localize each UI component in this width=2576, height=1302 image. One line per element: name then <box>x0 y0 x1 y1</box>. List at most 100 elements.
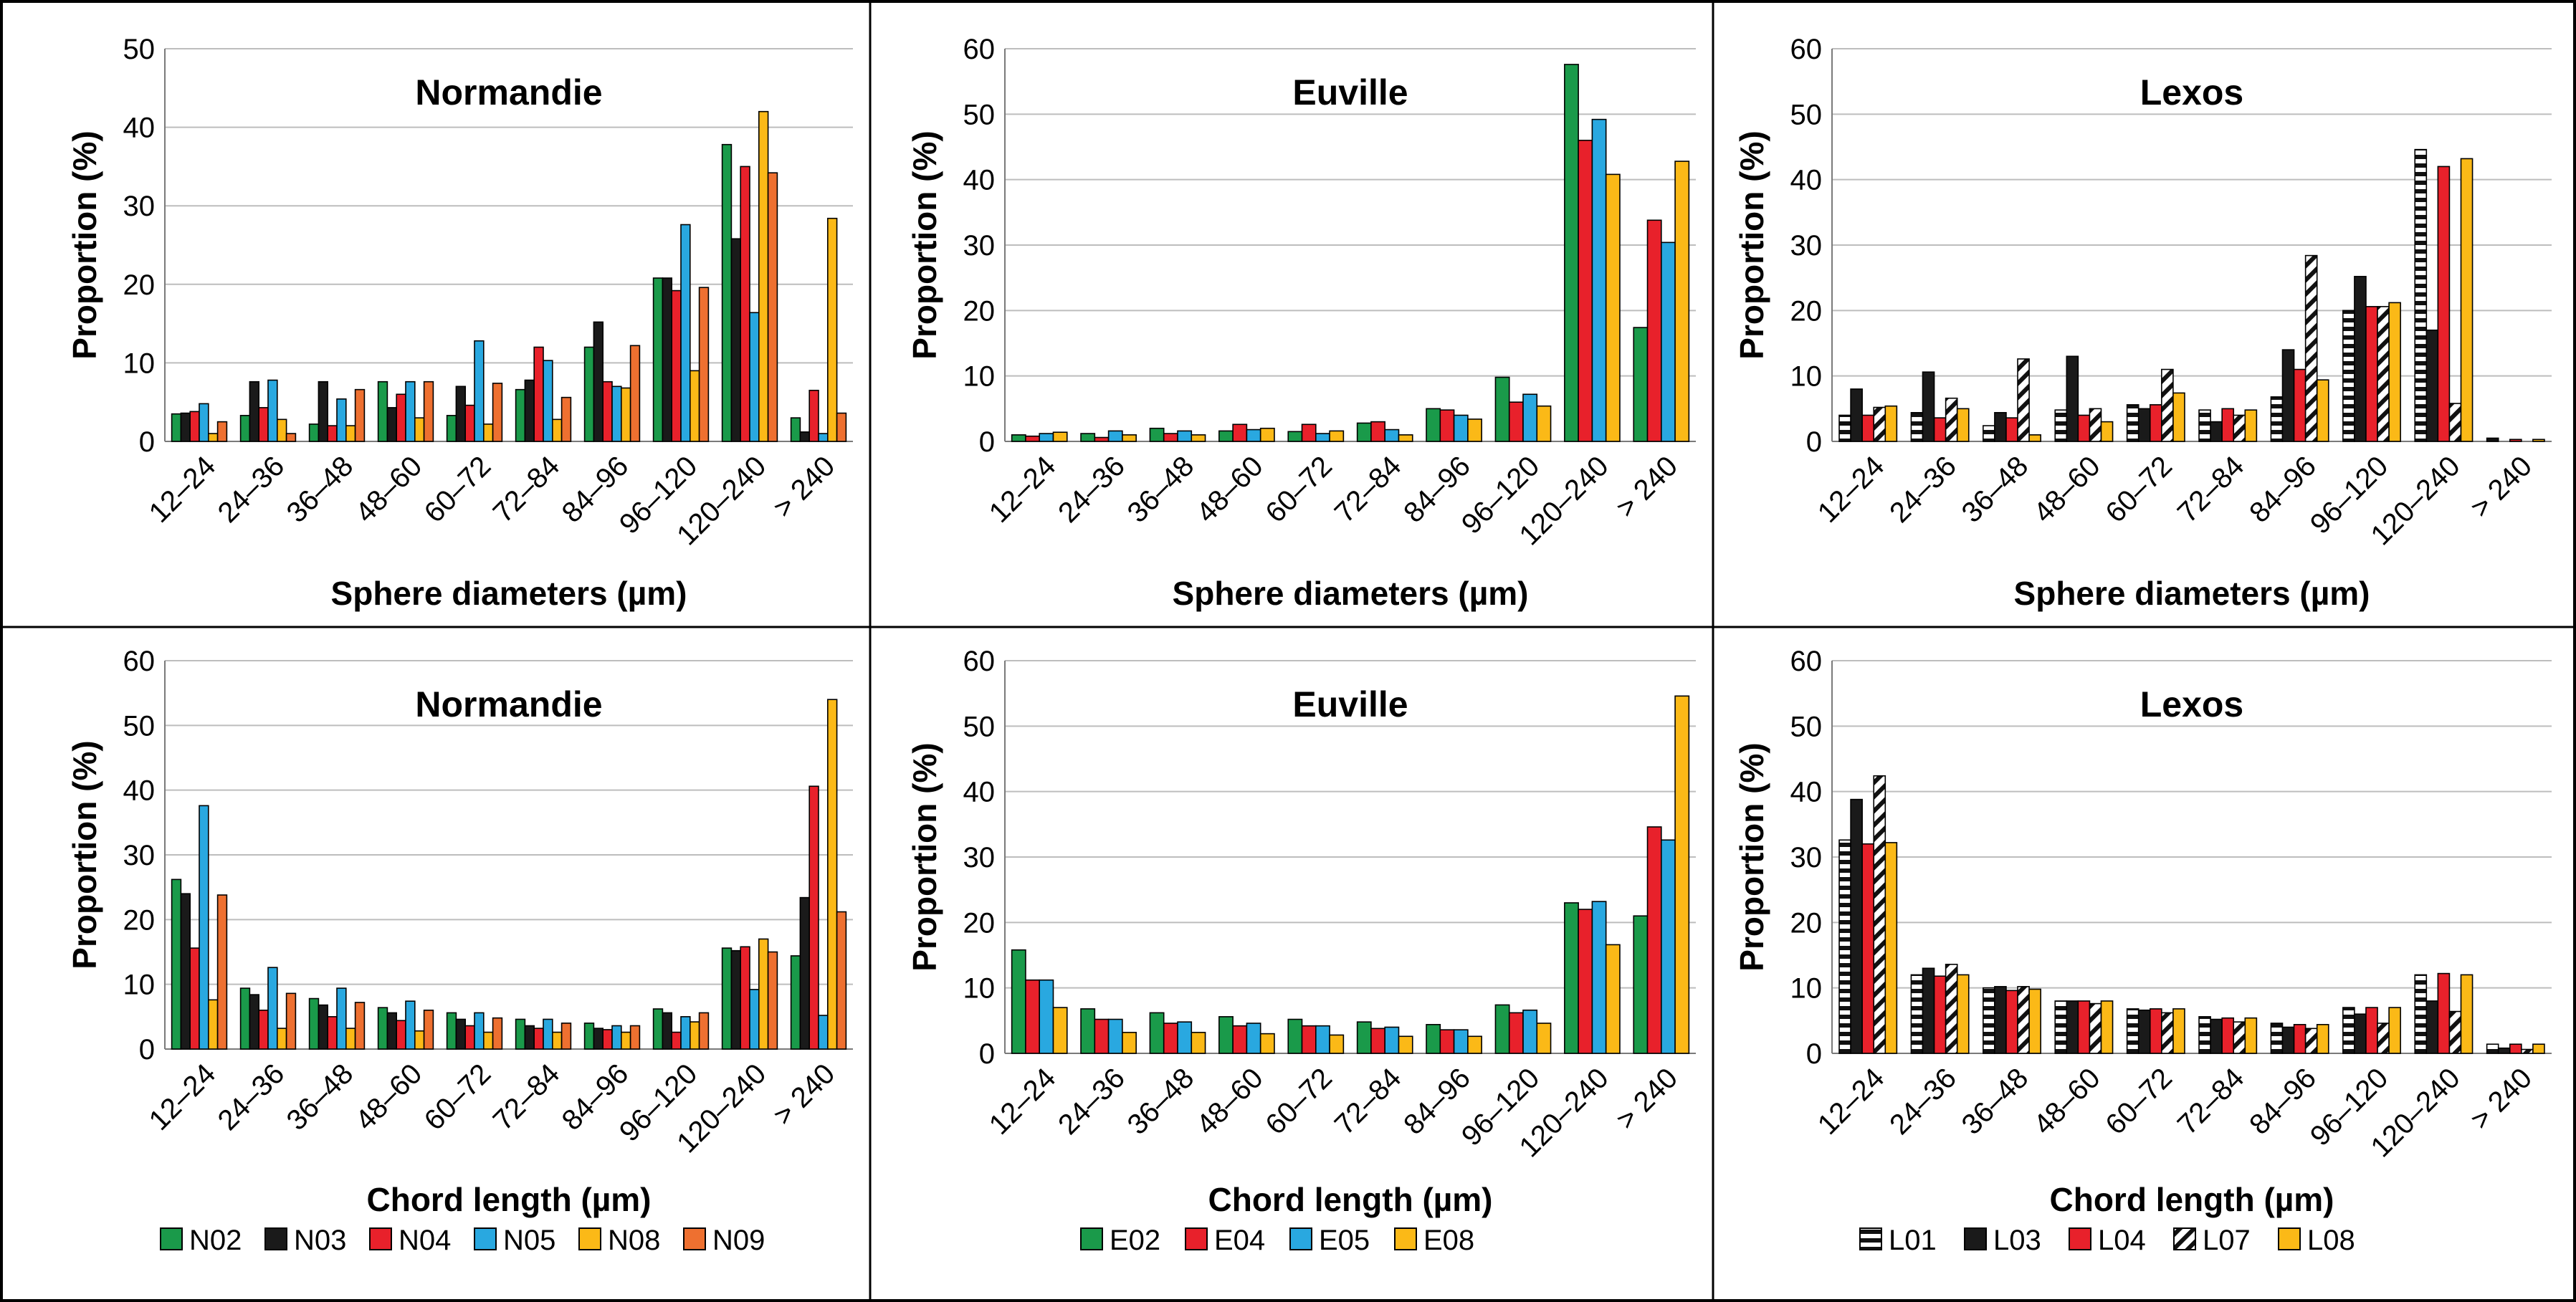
chart-panel-1: 0 10 20 30 40 50 12–2424–3636–4848–6060–7272–8… <box>66 34 853 612</box>
bar-n08-10 <box>827 699 838 1050</box>
bar-n05-5 <box>474 1012 485 1050</box>
x-tick-label: 60–72 <box>1259 450 1338 529</box>
bar-n09-9 <box>767 951 778 1050</box>
bar-e02-6 <box>1356 1021 1372 1054</box>
y-tick-label: 10 <box>1790 973 1823 1005</box>
legend-layer: N02 N03 N04 N05 N08 N09 E02 E04 E05 E08 L01 L03 L04 L… <box>160 1225 2355 1256</box>
legend-item-n03: N03 <box>264 1225 346 1256</box>
y-tick-label: 60 <box>1790 646 1823 677</box>
x-tick-label: 60–72 <box>1259 1062 1338 1141</box>
chart-title: Lexos <box>2140 72 2244 113</box>
bar-l01-6 <box>2198 1016 2211 1054</box>
bar-n03-2 <box>249 994 259 1050</box>
bar-e04-10 <box>1646 219 1662 442</box>
bar-n02-2 <box>239 415 251 442</box>
bar-e04-4 <box>1232 423 1248 442</box>
bar-l08-7 <box>2316 1024 2329 1054</box>
y-tick-label: 40 <box>1790 165 1823 196</box>
y-tick-label: 50 <box>1790 711 1823 742</box>
x-tick-label: 12–24 <box>983 1062 1062 1141</box>
bar-l01-2 <box>1910 412 1924 442</box>
bar-n09-4 <box>423 1010 434 1050</box>
x-tick-label: > 240 <box>768 450 841 524</box>
y-tick-label: 20 <box>123 904 156 936</box>
y-tick-label: 30 <box>963 842 996 873</box>
x-tick-label: 12–24 <box>1812 450 1891 529</box>
bar-n03-1 <box>180 412 191 442</box>
bar-l08-10 <box>2532 1043 2545 1054</box>
bar-l04-3 <box>2005 990 2018 1054</box>
legend-swatch <box>264 1227 287 1250</box>
bar-n05-2 <box>267 379 278 442</box>
bar-l03-8 <box>2354 276 2367 442</box>
bar-l07-4 <box>2089 408 2102 442</box>
bar-l03-4 <box>2066 1000 2079 1054</box>
bar-l03-10 <box>2497 1047 2511 1054</box>
bar-n02-1 <box>171 413 182 442</box>
bar-l07-10 <box>2521 1048 2534 1054</box>
y-tick-label: 20 <box>963 907 996 939</box>
y-tick-label: 60 <box>963 34 996 65</box>
x-axis-label: Chord length (µm) <box>1208 1181 1493 1218</box>
bar-n09-10 <box>836 911 847 1050</box>
bar-e04-7 <box>1439 1029 1455 1054</box>
x-tick-label: 36–48 <box>1956 450 2035 529</box>
bar-n04-9 <box>740 166 750 442</box>
legend-item-l01: L01 <box>1859 1225 1937 1256</box>
x-tick-label: > 240 <box>2464 1062 2538 1136</box>
bar-l08-4 <box>2100 1000 2114 1054</box>
y-axis-label: Proportion (%) <box>66 740 103 969</box>
legend-label: E05 <box>1319 1225 1370 1256</box>
chart-title: Lexos <box>2140 684 2244 724</box>
y-tick-label: 30 <box>963 230 996 262</box>
bar-e08-4 <box>1259 1033 1275 1054</box>
bar-n03-9 <box>730 949 742 1050</box>
bar-e05-4 <box>1246 1023 1261 1054</box>
bar-l08-1 <box>1884 842 1898 1054</box>
bar-l07-6 <box>2233 414 2246 442</box>
bar-n08-4 <box>414 417 425 442</box>
bar-l01-6 <box>2198 409 2211 442</box>
bar-l08-6 <box>2244 1017 2258 1054</box>
chart-panel-5: 0 10 20 30 40 50 60 12–2424–3636–4848–6060–7272… <box>906 646 1696 1218</box>
series-n05 <box>199 805 829 1050</box>
bar-n02-3 <box>308 997 320 1050</box>
series-l04 <box>1861 843 2522 1054</box>
bar-l07-2 <box>1945 963 1958 1054</box>
bar-e02-7 <box>1426 1024 1441 1054</box>
legend-3: L01 L03 L04 L07 L08 <box>1859 1225 2355 1256</box>
bar-l07-7 <box>2304 1028 2318 1054</box>
x-tick-label: 24–36 <box>212 450 291 529</box>
bar-l01-5 <box>2126 404 2139 442</box>
bar-n04-10 <box>808 785 819 1050</box>
chart-panel-3: 0 10 20 30 40 50 60 12–2424–3636–4848–6060–7272… <box>1733 34 2552 612</box>
bar-l07-8 <box>2377 1023 2390 1054</box>
bar-l08-1 <box>1884 405 1898 442</box>
series-l08 <box>1884 842 2545 1054</box>
bar-l07-3 <box>2017 358 2030 442</box>
chart-panel-2: 0 10 20 30 40 50 60 12–2424–3636–4848–6060–7272… <box>906 34 1696 612</box>
legend-swatch <box>1289 1227 1312 1250</box>
bar-n09-8 <box>698 1012 710 1050</box>
legend-item-e05: E05 <box>1289 1225 1370 1256</box>
bar-l03-4 <box>2066 355 2079 442</box>
bar-n05-3 <box>336 987 347 1050</box>
bar-e08-3 <box>1191 434 1206 442</box>
x-tick-label: 36–48 <box>281 450 360 529</box>
bar-e02-8 <box>1494 376 1510 442</box>
bar-n02-6 <box>515 388 526 442</box>
bar-n03-6 <box>524 1025 535 1050</box>
series-n04 <box>189 166 819 442</box>
series-e05 <box>1039 118 1676 442</box>
legend-swatch <box>2069 1227 2091 1250</box>
bar-e05-2 <box>1107 430 1123 442</box>
bar-n08-8 <box>689 1021 700 1050</box>
bar-l03-2 <box>1922 371 1935 442</box>
bar-n03-4 <box>386 407 398 442</box>
bar-e02-5 <box>1287 431 1303 442</box>
legend-label: L03 <box>1993 1225 2041 1256</box>
bar-n09-9 <box>767 172 778 442</box>
x-tick-label: 12–24 <box>983 450 1062 529</box>
x-tick-label: > 240 <box>768 1058 841 1131</box>
y-axis-label: Proportion (%) <box>1733 742 1770 971</box>
